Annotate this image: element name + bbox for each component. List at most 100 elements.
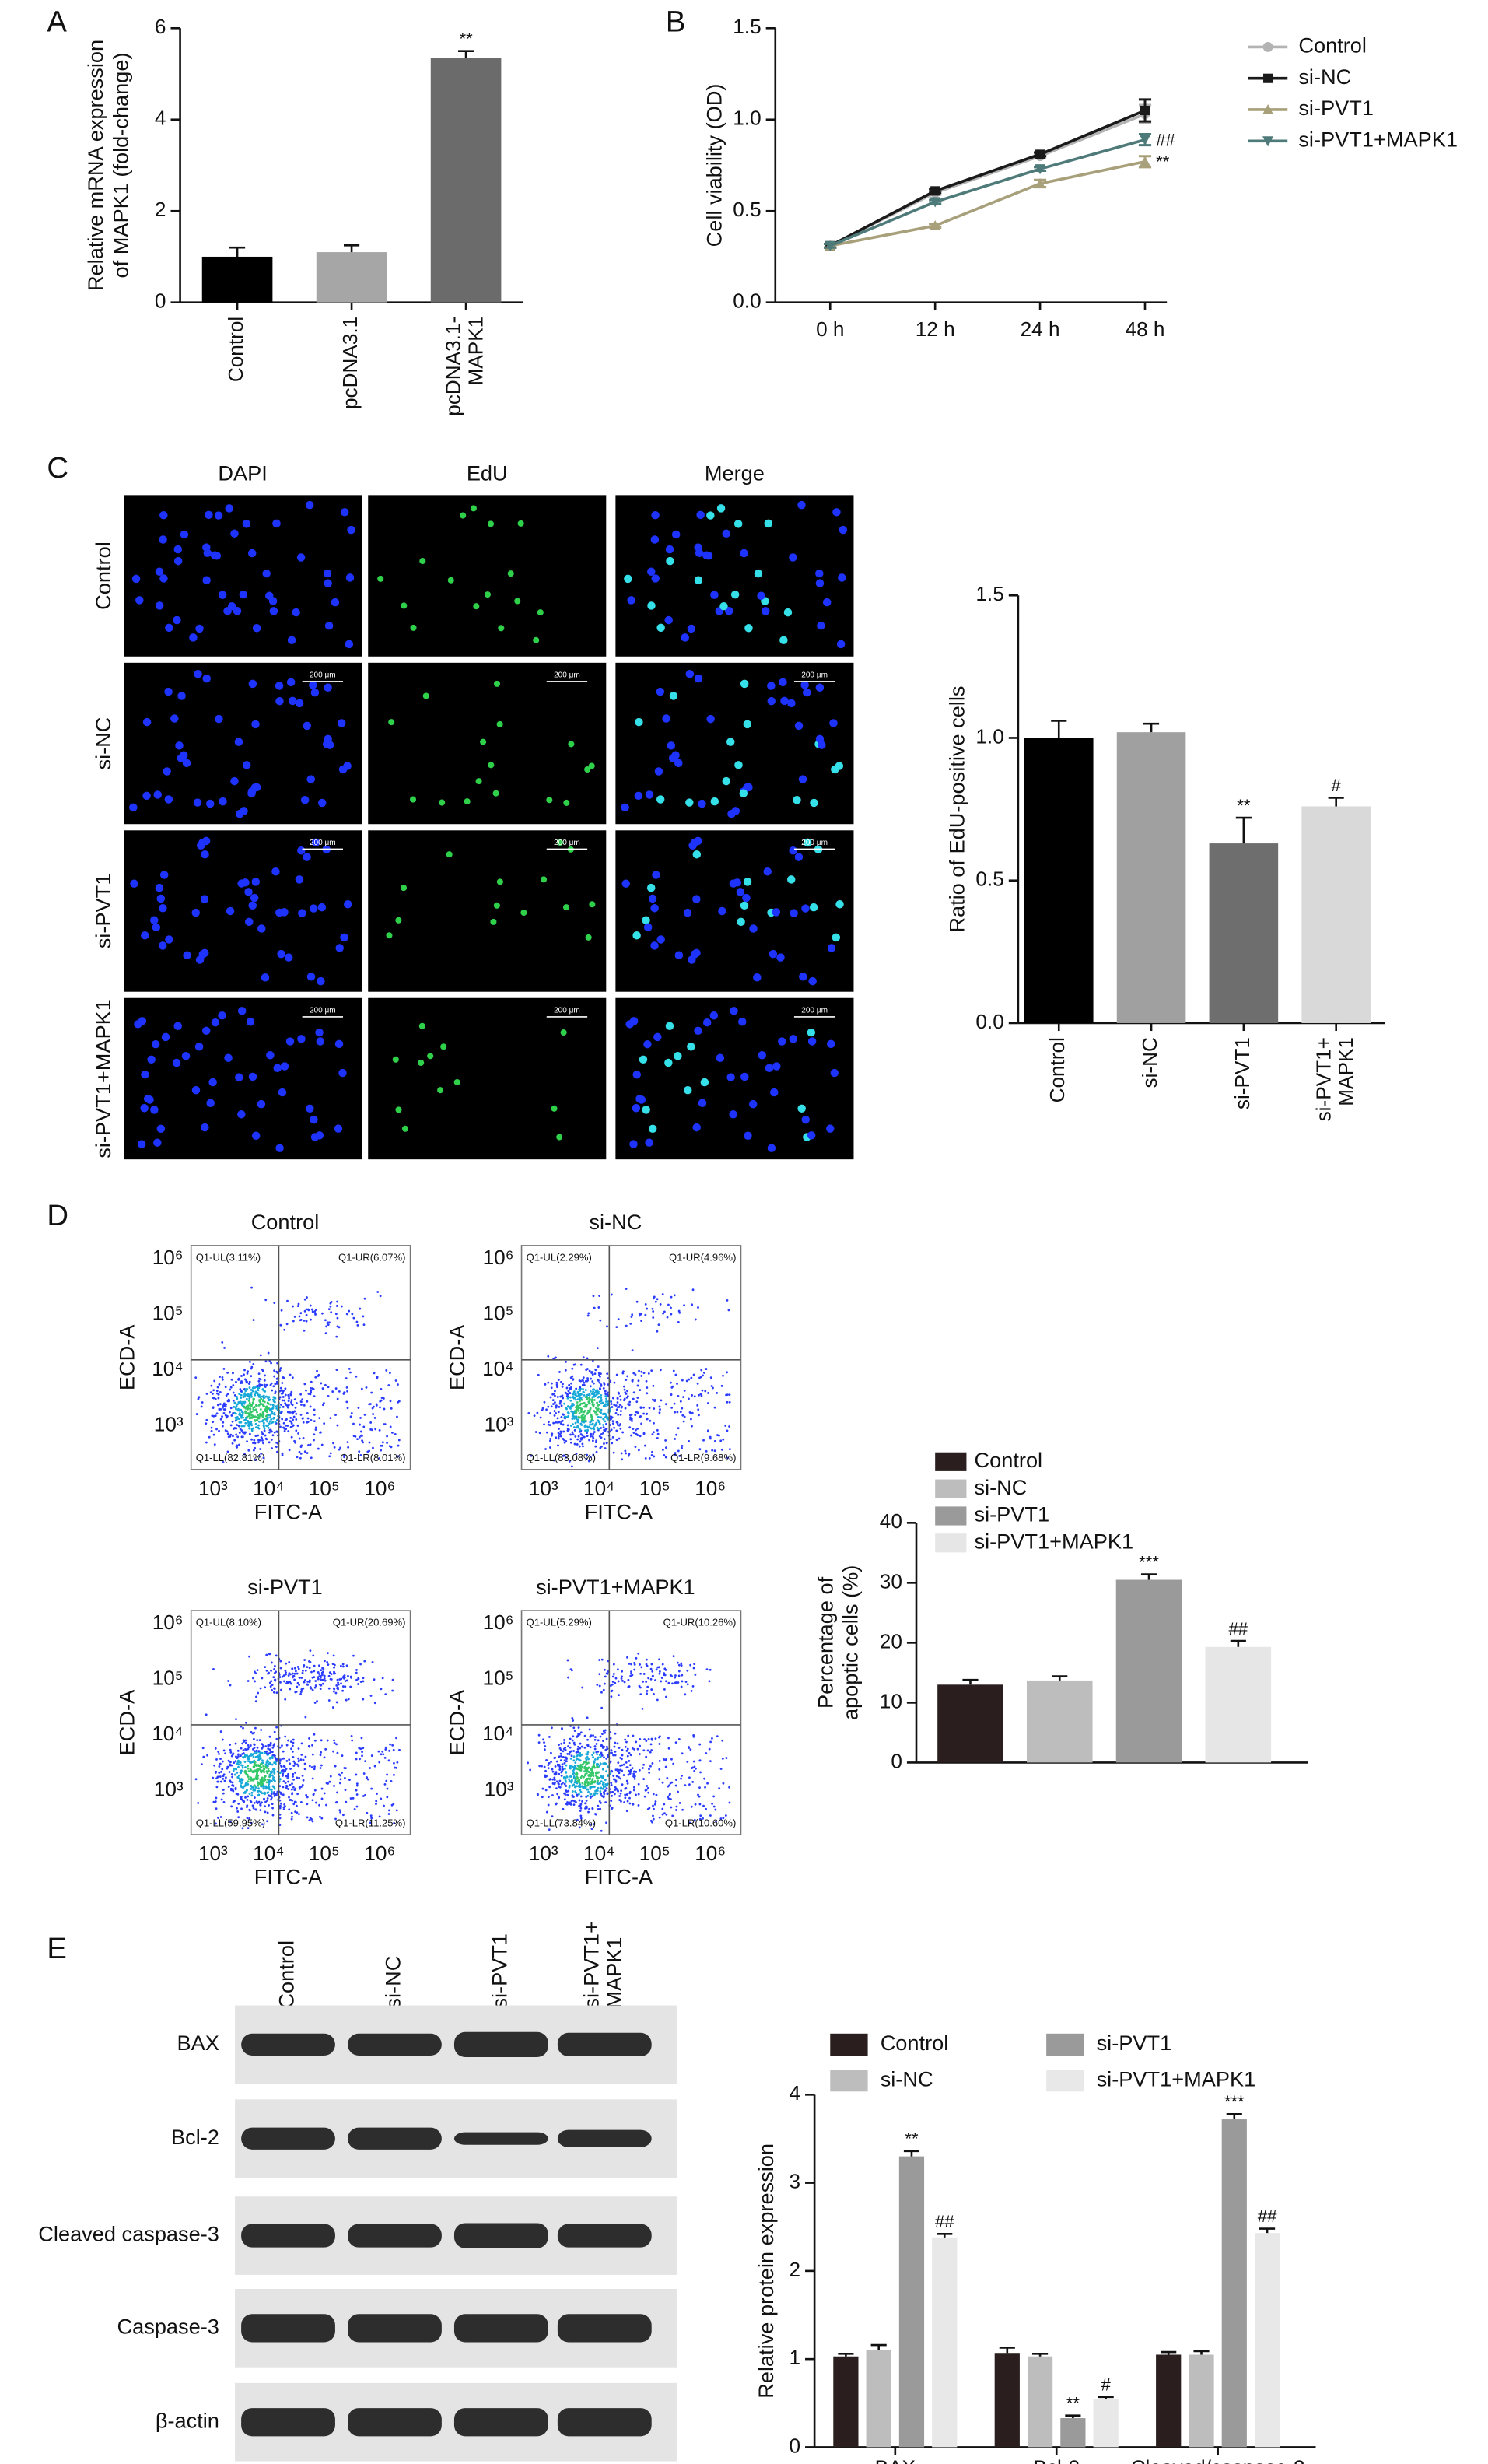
event-dot — [230, 1805, 233, 1808]
cell — [317, 976, 325, 986]
cell — [138, 1017, 147, 1025]
event-dot — [331, 1706, 334, 1709]
event-dot — [625, 1452, 628, 1455]
event-dot — [263, 1771, 266, 1774]
event-dot — [560, 1754, 562, 1758]
event-dot — [653, 1803, 656, 1806]
event-dot — [232, 1752, 235, 1755]
event-dot — [625, 1396, 628, 1399]
cell — [275, 696, 284, 706]
event-dot — [302, 1779, 305, 1782]
event-dot — [610, 1293, 613, 1296]
cell — [546, 797, 553, 804]
x-tick-label: 10⁵ — [309, 1477, 340, 1500]
cell — [725, 607, 733, 615]
event-dot — [252, 1755, 255, 1758]
event-dot — [623, 1681, 626, 1684]
cell — [688, 841, 697, 850]
event-dot — [698, 1786, 701, 1789]
event-dot — [350, 1411, 353, 1414]
event-dot — [590, 1771, 593, 1774]
cell — [627, 596, 635, 605]
event-dot — [301, 1784, 304, 1786]
event-dot — [236, 1771, 239, 1774]
event-dot — [559, 1400, 562, 1404]
event-dot — [639, 1693, 642, 1696]
event-dot — [688, 1783, 691, 1786]
event-dot — [327, 1687, 331, 1690]
event-dot — [299, 1452, 303, 1455]
event-dot — [551, 1434, 553, 1437]
event-dot — [557, 1411, 560, 1414]
event-dot — [592, 1390, 594, 1393]
event-dot — [688, 1411, 691, 1414]
event-dot — [261, 1743, 264, 1746]
event-dot — [591, 1754, 593, 1756]
event-dot — [376, 1793, 378, 1795]
event-dot — [224, 1386, 227, 1389]
event-dot — [297, 1302, 300, 1306]
event-dot — [644, 1456, 647, 1460]
event-dot — [692, 1373, 695, 1376]
event-dot — [629, 1754, 632, 1757]
event-dot — [236, 1810, 240, 1813]
event-dot — [558, 1765, 562, 1768]
event-dot — [633, 1747, 635, 1751]
cell — [242, 520, 251, 528]
legend-label: si-PVT1+MAPK1 — [975, 1530, 1134, 1554]
event-dot — [261, 1420, 264, 1423]
event-dot — [551, 1393, 555, 1396]
event-dot — [221, 1768, 224, 1771]
event-dot — [553, 1410, 556, 1412]
event-dot — [265, 1405, 268, 1408]
cell — [651, 574, 660, 583]
cell — [269, 607, 278, 615]
bar — [1301, 806, 1371, 1023]
annotation: ## — [1156, 130, 1175, 149]
cell — [635, 1095, 644, 1103]
event-dot — [380, 1387, 383, 1390]
event-dot — [264, 1386, 267, 1388]
event-dot — [628, 1414, 632, 1417]
event-dot — [558, 1779, 562, 1782]
event-dot — [681, 1808, 684, 1811]
event-dot — [369, 1421, 373, 1424]
event-dot — [359, 1430, 362, 1433]
event-dot — [567, 1789, 570, 1793]
event-dot — [697, 1793, 699, 1796]
event-dot — [297, 1765, 300, 1768]
event-dot — [275, 1370, 278, 1373]
event-dot — [663, 1803, 666, 1806]
event-dot — [576, 1406, 579, 1409]
cell — [212, 552, 222, 560]
event-dot — [382, 1397, 385, 1400]
quadrant-label: Q1-UL(2.29%) — [527, 1251, 592, 1263]
event-dot — [333, 1670, 335, 1674]
cell — [763, 867, 772, 876]
event-dot — [292, 1772, 295, 1775]
event-dot — [215, 1392, 219, 1395]
cell — [496, 720, 503, 727]
event-dot — [200, 1405, 203, 1408]
event-dot — [341, 1772, 343, 1774]
event-dot — [266, 1778, 269, 1781]
cell — [767, 1144, 776, 1152]
event-dot — [721, 1739, 724, 1742]
cell — [674, 1052, 682, 1060]
cell — [718, 906, 726, 916]
event-dot — [348, 1779, 351, 1781]
event-dot — [289, 1420, 292, 1423]
event-dot — [257, 1455, 261, 1457]
event-dot — [270, 1790, 273, 1793]
event-dot — [537, 1733, 541, 1737]
event-dot — [252, 1397, 255, 1400]
event-dot — [561, 1385, 564, 1388]
event-dot — [387, 1759, 390, 1762]
event-dot — [635, 1300, 639, 1303]
event-dot — [296, 1685, 299, 1688]
bar — [1115, 1579, 1182, 1763]
micrograph — [124, 495, 362, 657]
event-dot — [557, 1444, 559, 1447]
event-dot — [260, 1771, 263, 1774]
cell — [835, 762, 844, 770]
